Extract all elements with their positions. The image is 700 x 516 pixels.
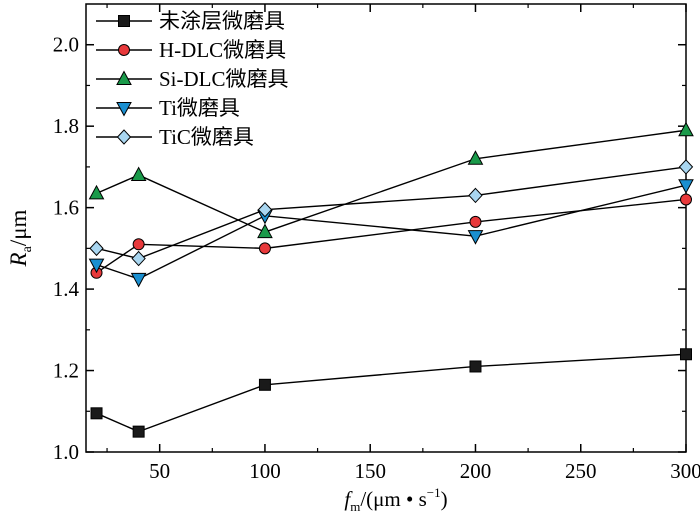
- data-point: [131, 250, 146, 267]
- x-tick-label: 50: [149, 459, 170, 483]
- data-point: [678, 159, 694, 175]
- y-tick-label: 1.6: [53, 196, 79, 220]
- legend-entry: Ti微磨具: [96, 96, 240, 120]
- data-point: [258, 242, 271, 255]
- legend-marker: [118, 44, 130, 56]
- legend-label: Ti微磨具: [159, 96, 240, 120]
- x-tick-label: 150: [354, 459, 386, 483]
- legend-entry: H-DLC微磨具: [96, 38, 286, 62]
- series-4: [89, 159, 694, 267]
- data-point: [467, 230, 484, 245]
- data-point: [88, 184, 105, 200]
- y-axis-label-var: R: [6, 252, 31, 267]
- y-tick-label: 1.0: [53, 440, 79, 464]
- x-tick-label: 200: [460, 459, 492, 483]
- data-point: [258, 378, 271, 391]
- legend: 未涂层微磨具 H-DLC微磨具 Si-DLC微磨具 Ti微磨具 TiC微磨具: [96, 9, 289, 149]
- data-point: [257, 223, 273, 239]
- legend-marker: [116, 70, 132, 85]
- data-point: [469, 215, 482, 228]
- y-tick-label: 1.4: [53, 277, 80, 301]
- data-point: [130, 166, 147, 182]
- axes: 50 100 150 200 250 300 1.0 1.2 1.4 1.6 1.8 2.0 fm/(μ…: [6, 3, 700, 514]
- legend-entry: TiC微磨具: [96, 125, 254, 149]
- y-axis-label-sub: a: [20, 245, 35, 252]
- legend-marker: [116, 102, 132, 117]
- y-axis-label: Ra/μm: [6, 209, 35, 267]
- data-point: [130, 272, 147, 288]
- data-point: [132, 238, 145, 251]
- data-point: [680, 193, 692, 206]
- data-point: [680, 348, 692, 361]
- x-tick-label: 100: [249, 459, 281, 483]
- data-point: [89, 240, 104, 257]
- data-point: [90, 407, 103, 420]
- x-tick-label: 300: [670, 459, 700, 483]
- series-0: [90, 348, 692, 438]
- data-point: [257, 201, 273, 218]
- legend-label: 未涂层微磨具: [159, 9, 285, 33]
- data-point: [469, 360, 482, 373]
- y-tick-label: 1.2: [53, 359, 79, 383]
- legend-entry: 未涂层微磨具: [96, 9, 285, 33]
- x-axis-label-sub: m: [350, 499, 360, 514]
- x-axis-label-close: ): [441, 487, 448, 511]
- x-tick-label: 250: [565, 459, 597, 483]
- x-axis-label-sup: −1: [427, 485, 441, 500]
- x-axis-label-unit: /(μm • s: [360, 487, 426, 511]
- data-point: [88, 258, 105, 274]
- series-group: [88, 121, 694, 438]
- legend-marker: [118, 15, 130, 27]
- y-tick-label: 2.0: [53, 33, 79, 57]
- data-point: [467, 150, 484, 165]
- legend-label: Si-DLC微磨具: [159, 67, 289, 91]
- data-point: [132, 425, 145, 438]
- x-axis-label-var: f: [344, 487, 353, 511]
- x-axis-label: fm/(μm • s−1): [344, 485, 447, 514]
- legend-marker: [116, 129, 132, 145]
- legend-entry: Si-DLC微磨具: [96, 67, 289, 91]
- series-2: [88, 121, 694, 239]
- data-point: [678, 121, 694, 137]
- y-axis-label-unit: /μm: [6, 209, 31, 246]
- y-tick-label: 1.8: [53, 114, 79, 138]
- data-point: [678, 179, 694, 194]
- legend-label: H-DLC微磨具: [159, 38, 286, 62]
- plot-frame: [85, 3, 687, 453]
- legend-label: TiC微磨具: [159, 125, 254, 149]
- data-point: [468, 187, 483, 204]
